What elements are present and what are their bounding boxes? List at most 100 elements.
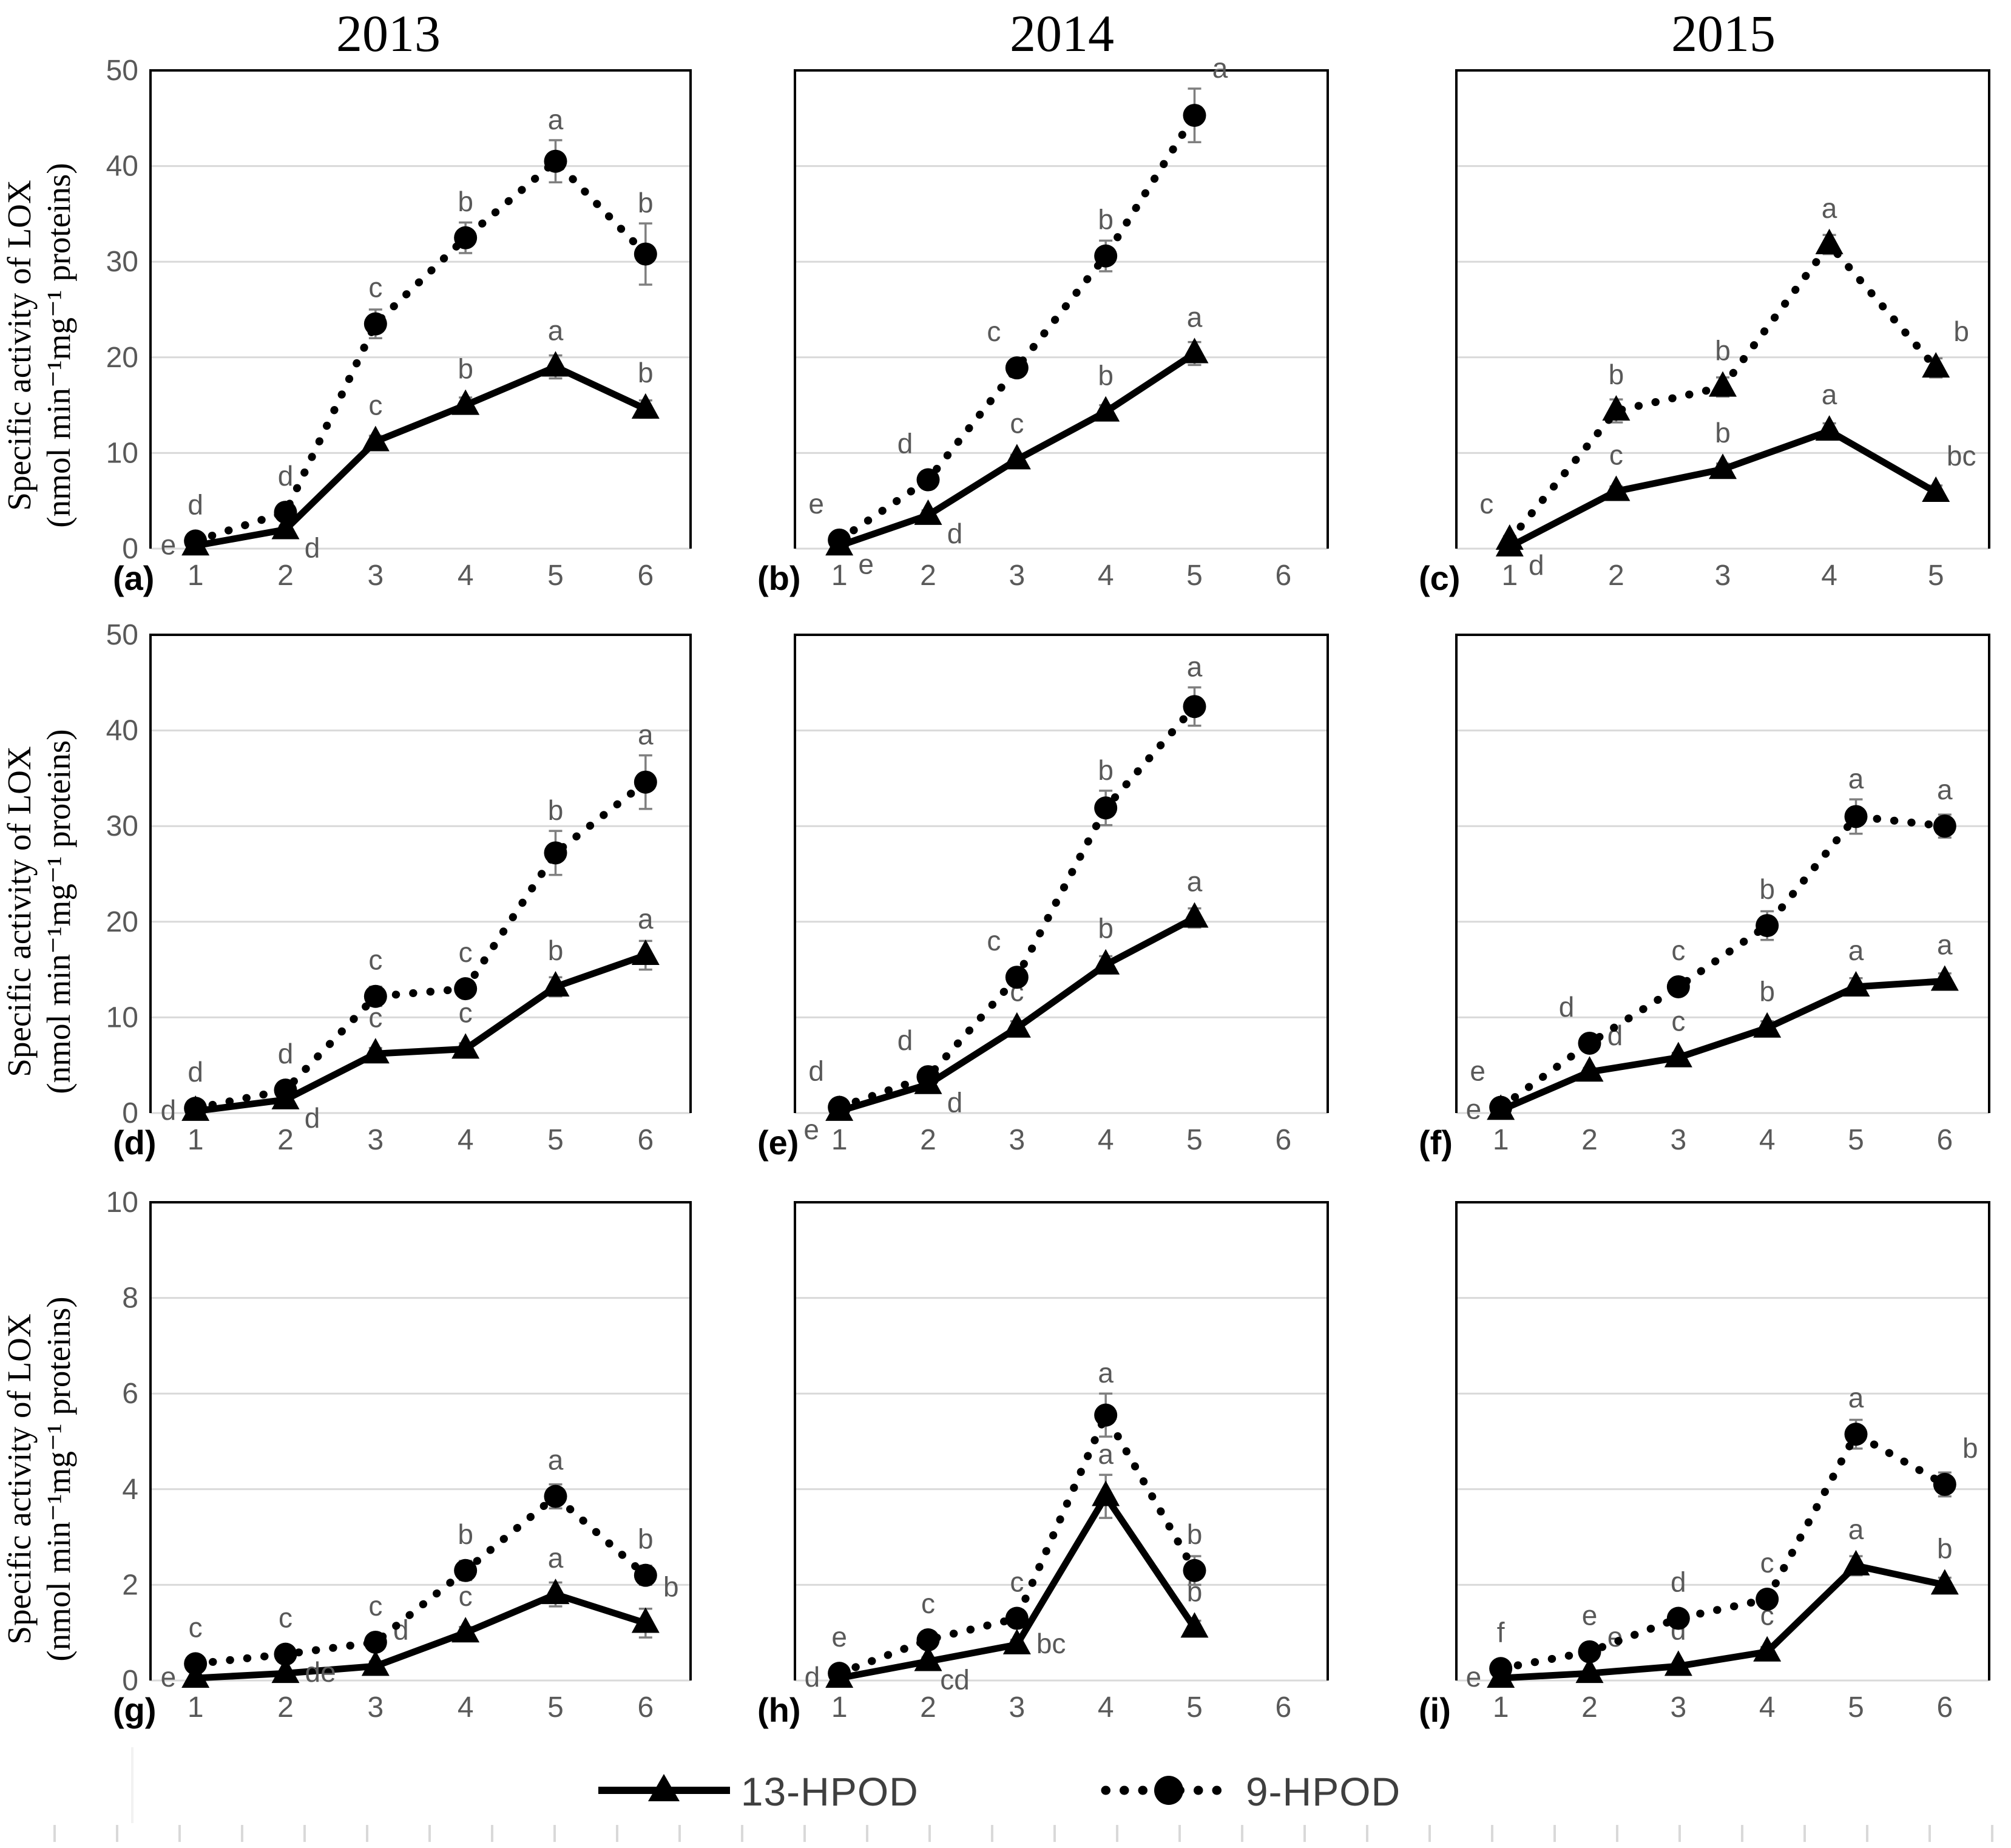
bottom-tick-mark: [241, 1825, 243, 1842]
svg-text:1: 1: [1493, 1124, 1509, 1156]
svg-text:2: 2: [920, 1691, 936, 1724]
svg-text:b: b: [548, 935, 564, 966]
y-axis-title-row2: Specific activity of LOX (nmol min⁻¹mg⁻¹…: [0, 628, 79, 1195]
svg-text:c: c: [1609, 439, 1623, 470]
svg-text:e: e: [803, 1114, 819, 1145]
svg-text:d: d: [188, 489, 203, 520]
y-axis-title-row1: Specific activity of LOX (nmol min⁻¹mg⁻¹…: [0, 63, 79, 628]
svg-text:2: 2: [277, 1124, 294, 1156]
svg-text:d: d: [897, 428, 913, 459]
bottom-tick-mark: [553, 1825, 556, 1842]
svg-text:5: 5: [547, 560, 564, 592]
svg-text:1: 1: [831, 1691, 848, 1724]
svg-text:2: 2: [1581, 1124, 1598, 1156]
svg-text:d: d: [1529, 549, 1544, 581]
svg-text:4: 4: [1759, 1124, 1776, 1156]
column-title-2015: 2015: [1671, 4, 1776, 63]
svg-text:b: b: [1098, 360, 1114, 391]
svg-text:20: 20: [106, 906, 138, 938]
svg-text:d: d: [305, 532, 320, 563]
column-title-2013: 2013: [336, 4, 441, 63]
svg-text:c: c: [279, 1602, 292, 1634]
y-axis-title-line2: (nmol min⁻¹mg⁻¹ proteins): [40, 163, 77, 528]
panel-d-chart: 0 10 20 30 40 50 1 2 3 4 5 6 (d) d d c c b a d d c c b a: [79, 619, 698, 1195]
svg-text:b: b: [1098, 913, 1114, 944]
bottom-tick-mark: [928, 1825, 931, 1842]
svg-text:a: a: [548, 1444, 564, 1476]
svg-text:10: 10: [106, 437, 138, 469]
svg-text:d: d: [188, 1056, 203, 1088]
bottom-tick-mark: [1241, 1825, 1243, 1842]
panel-f-chart: 1 2 3 4 5 6 (f) e d c b a a e d c b a a: [1419, 628, 1996, 1195]
svg-text:b: b: [1715, 417, 1731, 448]
svg-text:1: 1: [1493, 1691, 1509, 1724]
svg-text:6: 6: [637, 560, 654, 592]
svg-text:6: 6: [1275, 1691, 1291, 1724]
svg-text:3: 3: [367, 1124, 384, 1156]
svg-text:b: b: [663, 1571, 679, 1602]
svg-text:4: 4: [1098, 560, 1114, 592]
svg-text:5: 5: [1928, 560, 1944, 592]
svg-text:6: 6: [637, 1124, 654, 1156]
svg-text:1: 1: [188, 560, 204, 592]
bottom-tick-mark: [991, 1825, 993, 1842]
svg-text:6: 6: [122, 1378, 138, 1410]
svg-text:c: c: [1010, 407, 1024, 439]
svg-text:d: d: [1559, 991, 1575, 1023]
bottom-tick-mark: [616, 1825, 618, 1842]
svg-text:a: a: [548, 315, 564, 347]
svg-text:0: 0: [122, 1097, 138, 1129]
svg-text:(h): (h): [757, 1691, 801, 1729]
svg-text:a: a: [638, 719, 654, 751]
bottom-tick-mark: [678, 1825, 681, 1842]
svg-text:20: 20: [106, 342, 138, 374]
svg-text:3: 3: [1670, 1691, 1686, 1724]
svg-text:1: 1: [1501, 560, 1518, 592]
svg-text:a: a: [548, 104, 564, 135]
svg-text:f: f: [1497, 1616, 1505, 1648]
svg-text:a: a: [1822, 192, 1837, 224]
svg-text:b: b: [638, 1523, 654, 1555]
bottom-tick-mark: [1991, 1825, 1993, 1842]
y-axis-title-line2: (nmol min⁻¹mg⁻¹ proteins): [40, 1296, 77, 1662]
svg-text:e: e: [1582, 1600, 1598, 1631]
svg-text:e: e: [161, 1661, 177, 1693]
svg-text:4: 4: [1098, 1124, 1114, 1156]
svg-text:50: 50: [106, 55, 138, 87]
svg-text:2: 2: [277, 1691, 294, 1724]
svg-text:e: e: [808, 488, 824, 520]
svg-text:10: 10: [106, 1001, 138, 1034]
svg-text:e: e: [858, 548, 874, 580]
svg-text:e: e: [1607, 1621, 1623, 1653]
svg-text:4: 4: [458, 1124, 474, 1156]
panel-e-chart: 1 2 3 4 5 6 (e) e d c b a d d c b a: [757, 628, 1335, 1195]
svg-text:6: 6: [637, 1691, 654, 1724]
bottom-tick-mark: [1616, 1825, 1618, 1842]
bottom-tick-mark: [1678, 1825, 1681, 1842]
svg-text:d: d: [1671, 1566, 1686, 1598]
svg-text:a: a: [1098, 1438, 1114, 1470]
svg-text:c: c: [368, 1590, 382, 1622]
svg-text:a: a: [1848, 763, 1864, 794]
svg-text:b: b: [548, 794, 564, 826]
svg-text:c: c: [368, 389, 382, 421]
svg-text:b: b: [458, 353, 473, 385]
bottom-tick-mark: [303, 1825, 306, 1842]
bottom-tick-mark: [1866, 1825, 1868, 1842]
svg-text:b: b: [1187, 1518, 1203, 1550]
svg-text:1: 1: [188, 1691, 204, 1724]
bottom-tick-mark: [866, 1825, 868, 1842]
svg-text:b: b: [1609, 359, 1624, 390]
svg-text:a: a: [1187, 865, 1203, 897]
svg-text:40: 40: [106, 151, 138, 183]
bottom-tick-mark: [491, 1825, 493, 1842]
svg-text:c: c: [368, 272, 382, 303]
svg-text:d: d: [897, 1024, 913, 1056]
panel-c-chart: 1 2 3 4 5 (c) d c b a bc c b b a b: [1419, 63, 1996, 628]
